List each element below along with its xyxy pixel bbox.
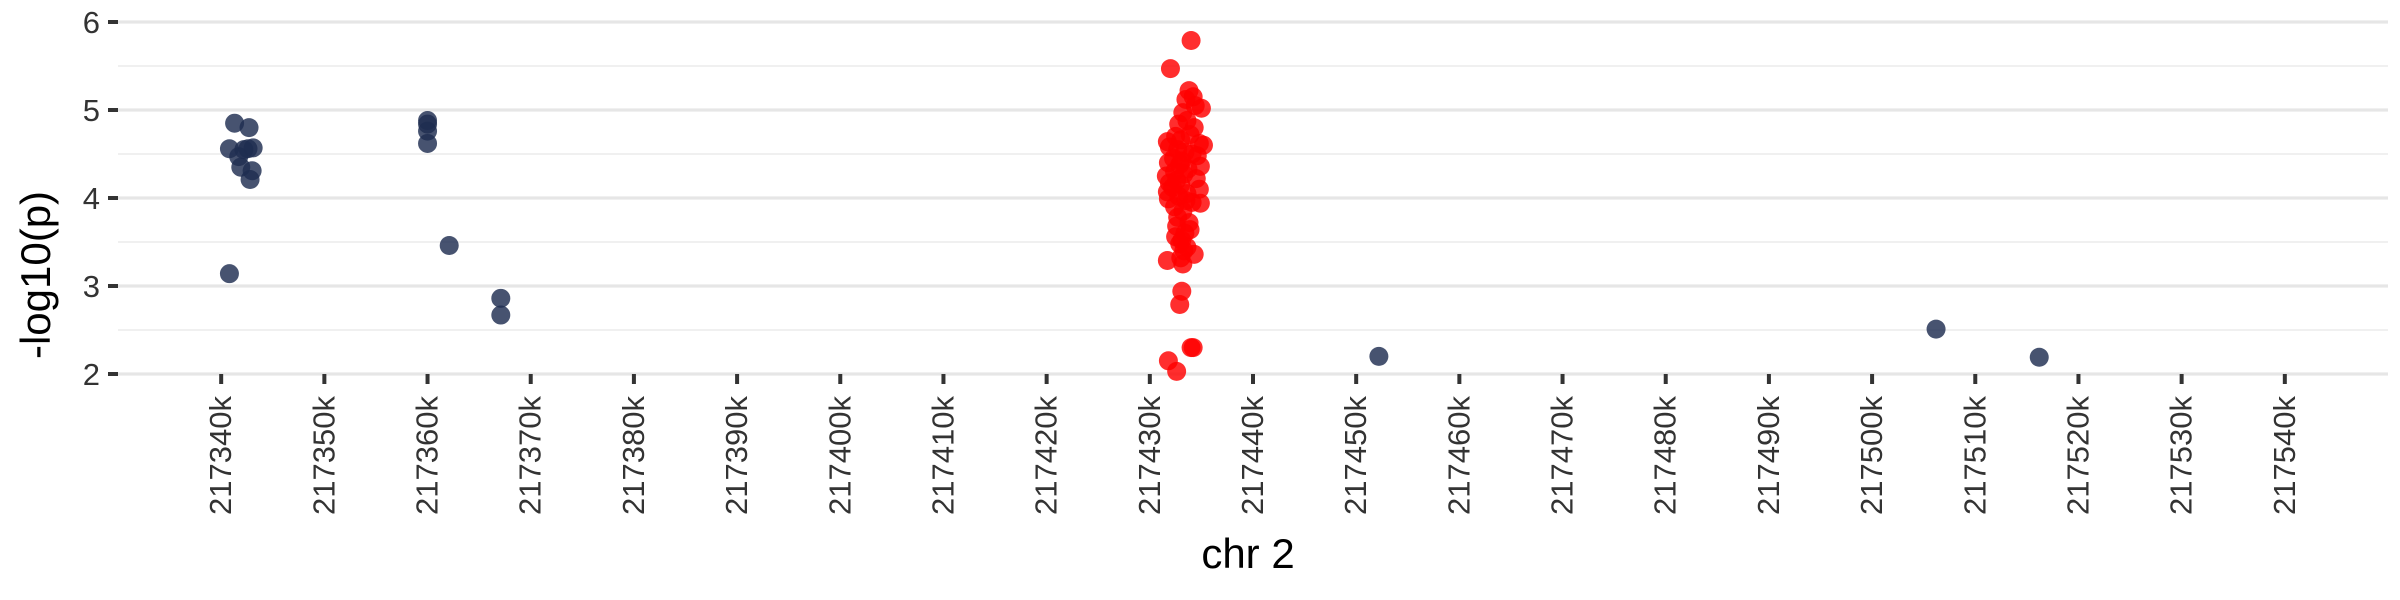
x-tick-label: 217460k xyxy=(1441,396,1476,515)
x-tick-label: 217540k xyxy=(2267,396,2302,515)
x-tick-label: 217500k xyxy=(1854,396,1889,515)
x-tick-label: 217490k xyxy=(1751,396,1786,515)
y-tick-label: 2 xyxy=(83,357,100,392)
y-axis-title: -log10(p) xyxy=(12,191,59,359)
x-tick-label: 217430k xyxy=(1132,396,1167,515)
y-axis: 2 3 4 5 6 xyxy=(83,5,118,392)
snp-point xyxy=(418,133,438,153)
x-tick-label: 217440k xyxy=(1235,396,1270,515)
x-tick-label: 217380k xyxy=(616,396,651,515)
snp-point xyxy=(225,113,245,133)
snp-point xyxy=(1926,319,1946,339)
snp-point xyxy=(2029,347,2049,367)
x-axis: 217340k 217350k 217360k 217370k 217380k 21739… xyxy=(203,374,2302,515)
x-tick-label: 217340k xyxy=(203,396,238,515)
highlighted-snp-point xyxy=(1170,294,1190,314)
x-tick-label: 217470k xyxy=(1545,396,1580,515)
x-tick-label: 217510k xyxy=(1957,396,1992,515)
x-tick-label: 217420k xyxy=(1029,396,1064,515)
x-axis-title: chr 2 xyxy=(1201,530,1294,577)
x-tick-label: 217530k xyxy=(2164,396,2199,515)
highlighted-snp-point xyxy=(1173,254,1193,274)
y-tick-label: 4 xyxy=(83,181,100,216)
x-tick-label: 217450k xyxy=(1338,396,1373,515)
snp-point xyxy=(239,118,259,138)
x-tick-label: 217480k xyxy=(1648,396,1683,515)
y-tick-label: 6 xyxy=(83,5,100,40)
highlighted-snp-point xyxy=(1167,361,1187,381)
highlighted-snp-point xyxy=(1181,30,1201,50)
snp-point xyxy=(439,236,459,256)
y-tick-label: 3 xyxy=(83,269,100,304)
highlighted-snp-point xyxy=(1160,59,1180,79)
x-tick-label: 217370k xyxy=(513,396,548,515)
x-tick-label: 217390k xyxy=(719,396,754,515)
highlighted-snp-point xyxy=(1183,338,1203,358)
x-tick-label: 217400k xyxy=(822,396,857,515)
snp-point xyxy=(491,288,511,308)
snp-point xyxy=(242,161,262,181)
highlighted-snp-point xyxy=(1157,250,1177,270)
highlighted-snp-point xyxy=(1190,193,1210,213)
snp-point xyxy=(219,264,239,284)
snp-point xyxy=(1369,346,1389,366)
x-tick-label: 217410k xyxy=(925,396,960,515)
snp-point xyxy=(243,138,263,158)
y-tick-label: 5 xyxy=(83,93,100,128)
highlighted-snp-point xyxy=(1191,98,1211,118)
x-tick-label: 217350k xyxy=(306,396,341,515)
snp-point xyxy=(491,305,511,325)
x-tick-label: 217360k xyxy=(410,396,445,515)
x-tick-label: 217520k xyxy=(2060,396,2095,515)
gridlines xyxy=(118,20,2388,376)
data-points xyxy=(219,30,2049,381)
